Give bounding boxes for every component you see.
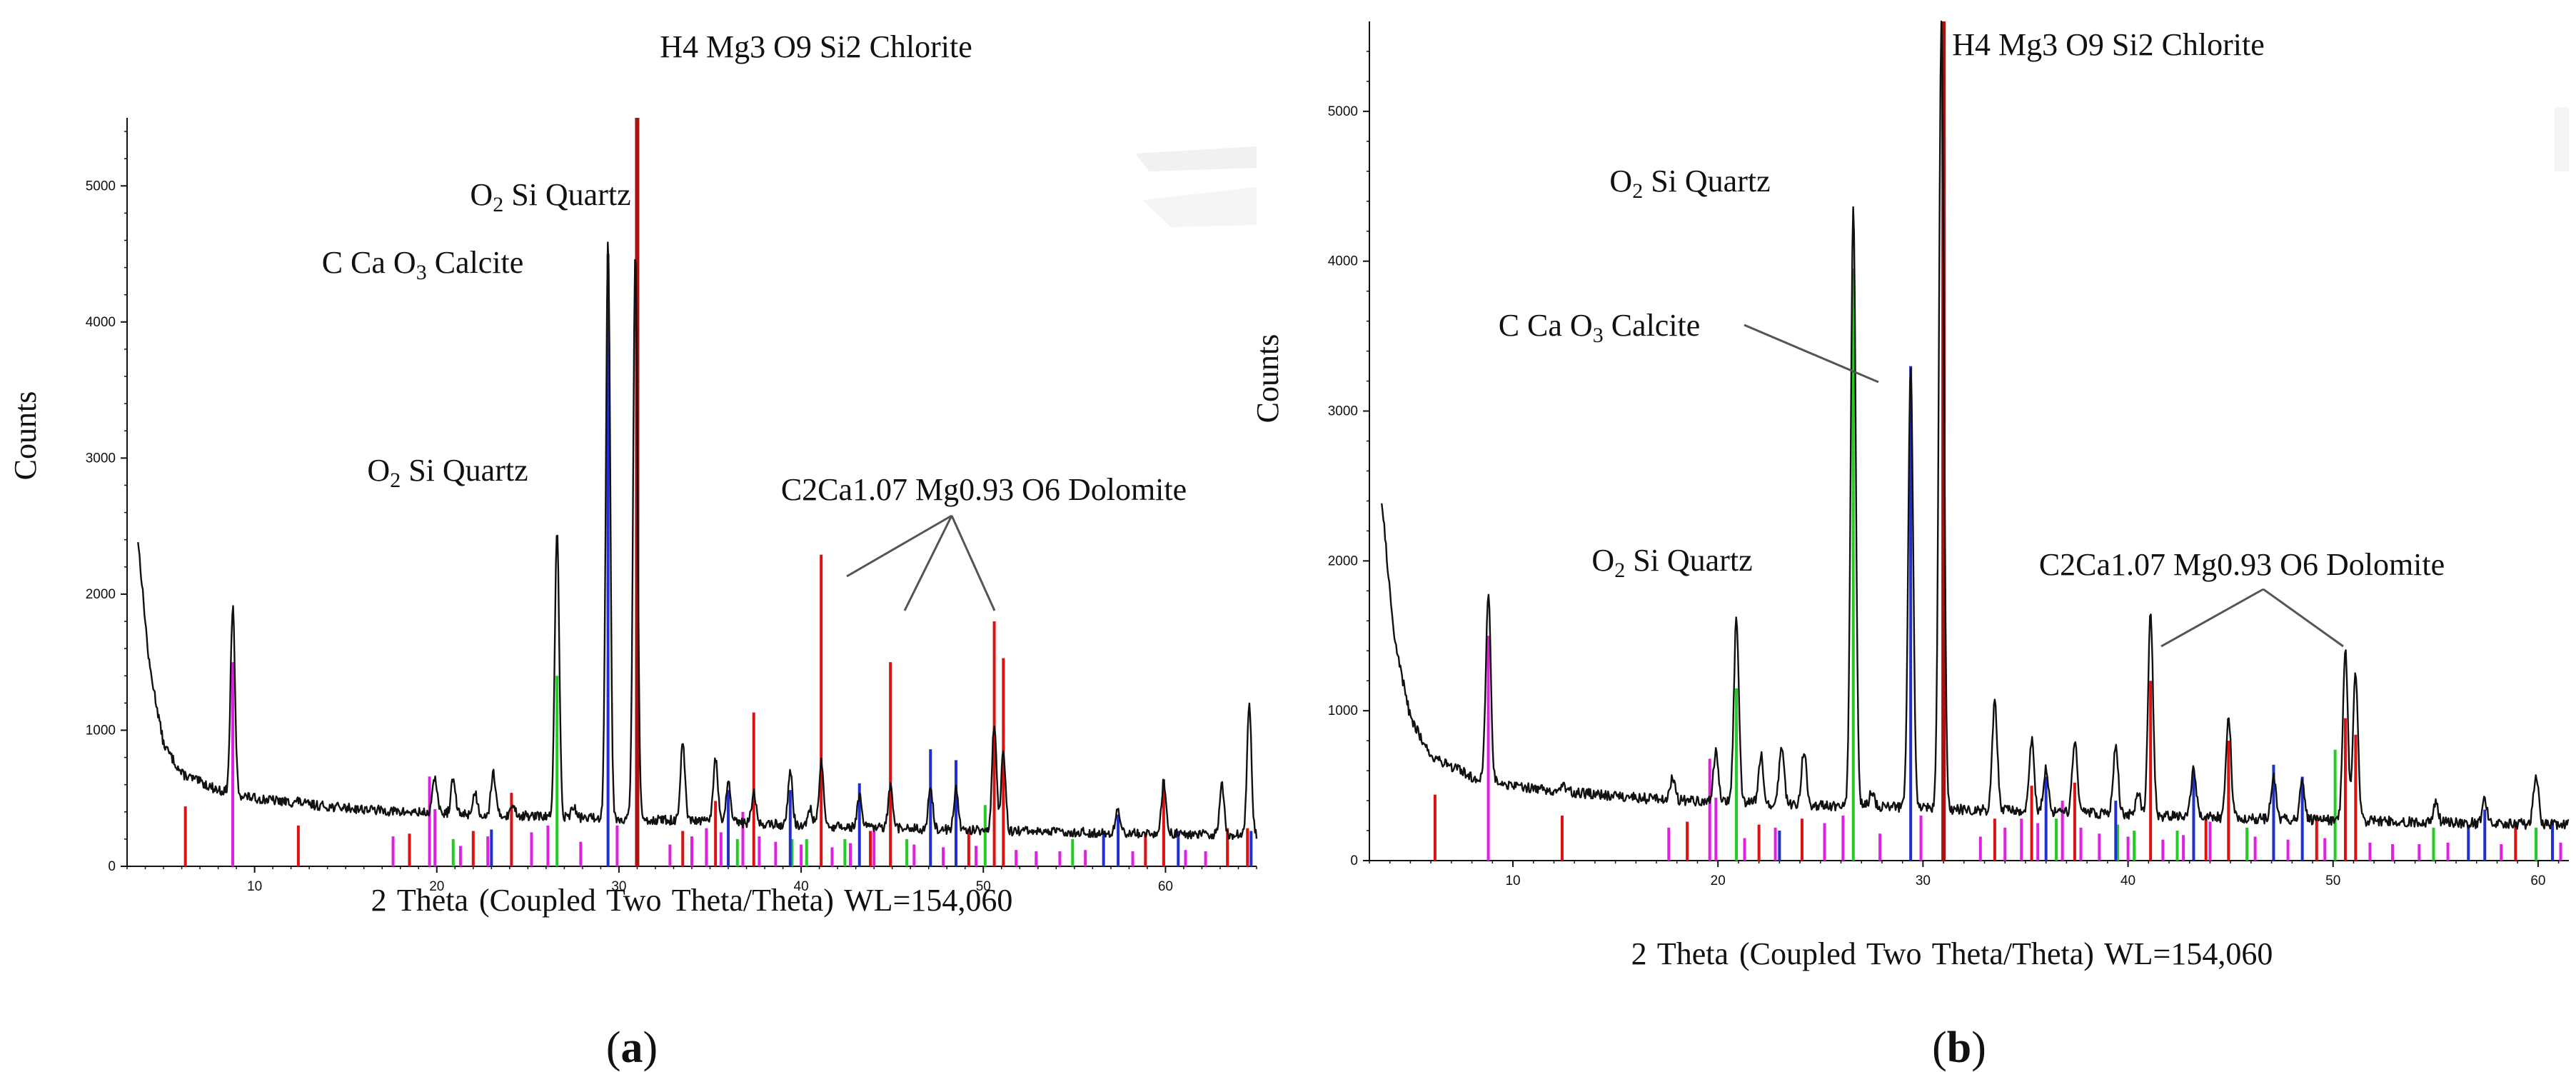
panel-a-image-artifact	[1135, 146, 1257, 227]
label-pre: C Ca O	[1499, 308, 1593, 343]
y-tick-label: 5000	[1328, 104, 1358, 119]
x-tick-label: 30	[1916, 873, 1931, 888]
y-tick-label: 4000	[86, 315, 116, 330]
panel-a-label-calcite: C Ca O3 Calcite	[322, 245, 524, 284]
panel-a-dolomite-leader-1	[846, 514, 952, 578]
panel-b-label-quartz-low: O2 Si Quartz	[1591, 543, 1752, 582]
panel-a: 10 20 30 40 50 60 0 1000 2000 3000 4000 5000 Counts…	[8, 29, 1258, 1072]
y-tick-label: 3000	[86, 451, 116, 466]
y-tick-label: 2000	[86, 587, 116, 602]
label-sub: 2	[390, 469, 401, 492]
panel-a-label-dolomite: C2Ca1.07 Mg0.93 O6 Dolomite	[781, 472, 1187, 507]
x-tick-label: 10	[1505, 873, 1520, 888]
panel-a-diffraction-pattern	[137, 241, 1258, 841]
y-tick-label: 1000	[1328, 703, 1358, 718]
label-pre: O	[1609, 164, 1632, 199]
x-tick-label: 10	[247, 879, 262, 894]
panel-b-dolomite-leader-2	[2263, 588, 2344, 648]
caption-open: (	[1932, 1023, 1947, 1072]
panel-b-image-artifact	[2555, 107, 2569, 171]
y-tick-label: 4000	[1328, 254, 1358, 269]
label-sub: 2	[1614, 558, 1625, 582]
label-pre: O	[1591, 543, 1614, 578]
panel-b-calcite-leader	[1744, 324, 1879, 384]
panel-b-label-quartz-high: O2 Si Quartz	[1609, 164, 1770, 203]
label-post: Calcite	[1604, 308, 1701, 343]
label-sub: 3	[416, 261, 427, 284]
label-post: Si Quartz	[1643, 164, 1770, 199]
caption-close: )	[1971, 1023, 1986, 1072]
x-tick-label: 50	[2325, 873, 2340, 888]
panel-b-diffraction-pattern	[1381, 20, 2570, 831]
y-tick-label: 3000	[1328, 404, 1358, 419]
label-pre: C Ca O	[322, 245, 416, 280]
panel-a-label-chlorite: H4 Mg3 O9 Si2 Chlorite	[660, 29, 972, 64]
label-post: Si Quartz	[401, 453, 528, 488]
label-post: Calcite	[427, 245, 524, 280]
caption-letter: a	[621, 1023, 643, 1072]
x-tick-label: 40	[794, 879, 809, 894]
label-post: Si Quartz	[1625, 543, 1752, 578]
label-pre: O	[367, 453, 390, 488]
caption-close: )	[643, 1023, 658, 1072]
panel-a-dolomite-leader-2	[903, 515, 953, 611]
panel-b-dolomite-leader-1	[2160, 588, 2264, 648]
x-tick-label: 20	[429, 879, 444, 894]
x-tick-label: 40	[2120, 873, 2135, 888]
panel-a-label-quartz-high: O2 Si Quartz	[470, 177, 630, 216]
panel-b-label-chlorite: H4 Mg3 O9 Si2 Chlorite	[1952, 27, 2265, 62]
x-tick-label: 60	[2530, 873, 2545, 888]
y-tick-label: 2000	[1328, 553, 1358, 568]
caption-letter: b	[1947, 1023, 1971, 1072]
y-tick-label: 1000	[86, 723, 116, 738]
panel-b-artifact-shape	[2555, 107, 2569, 171]
x-tick-label: 20	[1711, 873, 1726, 888]
label-sub: 3	[1593, 324, 1604, 347]
panel-b: 10 20 30 40 50 60 0 1000 2000 3000 4000 5000 Counts…	[1250, 20, 2570, 1072]
panel-b-x-axis-title: 2 Theta (Coupled Two Theta/Theta) WL=154…	[1631, 936, 2273, 971]
label-sub: 2	[493, 193, 503, 216]
label-post: Si Quartz	[503, 177, 630, 212]
panel-b-label-calcite: C Ca O3 Calcite	[1499, 308, 1701, 347]
label-sub: 2	[1632, 179, 1643, 203]
y-tick-label: 5000	[86, 179, 116, 194]
panel-a-dolomite-leader-3	[950, 515, 996, 611]
panel-a-y-axis-title: Counts	[8, 391, 43, 481]
label-pre: O	[470, 177, 493, 212]
panel-a-artifact-shape-2	[1142, 187, 1257, 227]
x-tick-label: 30	[611, 879, 626, 894]
panel-b-y-axis-title: Counts	[1250, 334, 1285, 424]
y-tick-label: 0	[1350, 853, 1358, 868]
caption-open: (	[606, 1023, 621, 1072]
x-tick-label: 60	[1158, 879, 1173, 894]
panel-a-label-quartz-low: O2 Si Quartz	[367, 453, 528, 492]
x-tick-label: 50	[976, 879, 991, 894]
panel-a-artifact-shape-1	[1135, 146, 1257, 171]
panel-a-x-axis-title: 2 Theta (Coupled Two Theta/Theta) WL=154…	[371, 883, 1013, 918]
y-tick-label: 0	[108, 859, 116, 874]
panel-b-caption: (b)	[1932, 1023, 1986, 1072]
panel-b-label-dolomite: C2Ca1.07 Mg0.93 O6 Dolomite	[2039, 547, 2445, 582]
panel-a-caption: (a)	[606, 1023, 658, 1072]
